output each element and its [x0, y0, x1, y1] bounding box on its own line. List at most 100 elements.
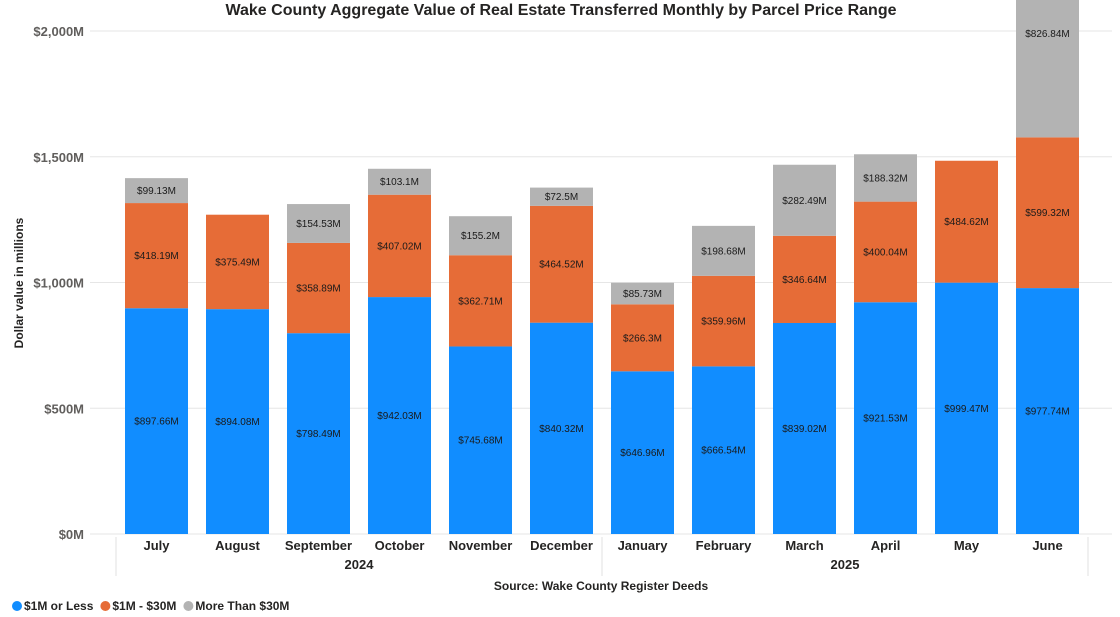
bar-series-1m-30m[interactable] [1016, 137, 1079, 289]
data-label: $646.96M [620, 448, 664, 459]
legend-swatch-series-1m-or-less [12, 601, 22, 611]
year-groups: 2024 2025 [115, 537, 1089, 576]
data-label: $464.52M [539, 260, 583, 271]
x-tick-label: July [143, 538, 170, 553]
data-label: $999.47M [944, 404, 988, 415]
bar-series-1m-30m[interactable] [449, 255, 512, 347]
x-tick-label: June [1032, 538, 1062, 553]
y-tick-label: $0M [59, 527, 84, 542]
data-label: $977.74M [1025, 407, 1069, 418]
data-label: $99.13M [137, 186, 176, 197]
data-label: $798.49M [296, 429, 340, 440]
data-label: $418.19M [134, 251, 178, 262]
bar-series-more-than-30m[interactable] [773, 164, 836, 236]
bar-series-1m-30m[interactable] [854, 201, 917, 303]
data-label: $362.71M [458, 296, 502, 307]
data-label: $266.3M [623, 333, 662, 344]
data-label: $897.66M [134, 417, 178, 428]
data-label: $894.08M [215, 417, 259, 428]
bar-series-more-than-30m[interactable] [692, 225, 755, 276]
bar-series-more-than-30m[interactable] [530, 187, 593, 206]
legend-label-series-1m-30m[interactable]: $1M - $30M [112, 599, 176, 613]
chart-title: Wake County Aggregate Value of Real Esta… [225, 2, 896, 19]
data-label: $666.54M [701, 446, 745, 457]
bar-series-1m-30m[interactable] [611, 304, 674, 372]
bars: $897.66M $418.19M $99.13M $894.08M $375.49M $… [125, 0, 1079, 534]
year-label: 2025 [831, 557, 860, 572]
legend-label-series-1m-or-less[interactable]: $1M or Less [24, 599, 94, 613]
y-tick-label: $2,000M [33, 24, 84, 39]
bar-series-1m-or-less[interactable] [287, 333, 350, 534]
legend-label-series-more-than-30m[interactable]: More Than $30M [195, 599, 289, 613]
bar-series-1m-30m[interactable] [125, 203, 188, 309]
bar-series-1m-or-less[interactable] [935, 282, 998, 534]
data-label: $72.5M [545, 192, 578, 203]
bar-series-more-than-30m[interactable] [287, 204, 350, 243]
bar-series-1m-30m[interactable] [773, 235, 836, 323]
data-label: $155.2M [461, 231, 500, 242]
legend-swatch-series-1m-30m [100, 601, 111, 611]
data-label: $198.68M [701, 246, 745, 257]
bar-series-more-than-30m[interactable] [854, 154, 917, 202]
x-tick-label: January [618, 538, 669, 553]
bar-series-1m-30m[interactable] [692, 275, 755, 367]
bar-series-1m-or-less[interactable] [449, 346, 512, 534]
bar-series-more-than-30m[interactable] [125, 178, 188, 204]
x-tick-label: May [954, 538, 980, 553]
legend[interactable]: $1M or Less $1M - $30M More Than $30M [12, 599, 289, 613]
legend-swatch-series-more-than-30m [183, 601, 194, 611]
data-label: $400.04M [863, 247, 907, 258]
data-label: $942.03M [377, 411, 421, 422]
bar-series-1m-or-less[interactable] [368, 297, 431, 534]
data-label: $103.1M [380, 177, 419, 188]
data-label: $154.53M [296, 219, 340, 230]
bar-series-1m-or-less[interactable] [773, 322, 836, 534]
data-label: $745.68M [458, 436, 502, 447]
x-tick-label: November [449, 538, 513, 553]
bar-series-1m-or-less[interactable] [1016, 288, 1079, 534]
data-label: $407.02M [377, 241, 421, 252]
bar-series-1m-or-less[interactable] [854, 302, 917, 534]
year-label: 2024 [345, 557, 375, 572]
bar-series-more-than-30m[interactable] [1016, 0, 1079, 138]
data-label: $484.62M [944, 217, 988, 228]
bar-series-1m-or-less[interactable] [530, 322, 593, 534]
data-label: $826.84M [1025, 29, 1069, 40]
y-axis-label: Dollar value in millions [12, 217, 26, 348]
y-axis-ticks: $0M $500M $1,000M $1,500M $2,000M [33, 24, 84, 542]
bar-series-1m-30m[interactable] [368, 194, 431, 298]
x-axis-label: Source: Wake County Register Deeds [494, 579, 709, 593]
bar-series-1m-30m[interactable] [287, 242, 350, 334]
data-label: $839.02M [782, 424, 826, 435]
data-label: $359.96M [701, 317, 745, 328]
data-label: $346.64M [782, 275, 826, 286]
bar-series-1m-or-less[interactable] [692, 366, 755, 534]
bar-series-1m-30m[interactable] [935, 160, 998, 283]
y-tick-label: $500M [44, 401, 84, 416]
bar-series-1m-or-less[interactable] [611, 371, 674, 534]
data-label: $921.53M [863, 414, 907, 425]
x-tick-label: March [785, 538, 823, 553]
data-label: $85.73M [623, 289, 662, 300]
bar-series-more-than-30m[interactable] [611, 282, 674, 305]
bar-series-more-than-30m[interactable] [368, 168, 431, 195]
x-tick-label: October [375, 538, 425, 553]
data-label: $599.32M [1025, 208, 1069, 219]
data-label: $188.32M [863, 173, 907, 184]
bar-series-1m-30m[interactable] [530, 205, 593, 323]
data-label: $375.49M [215, 257, 259, 268]
x-tick-label: December [530, 538, 593, 553]
x-tick-label: April [871, 538, 901, 553]
y-tick-label: $1,000M [33, 276, 84, 291]
bar-series-1m-or-less[interactable] [125, 308, 188, 534]
bar-series-more-than-30m[interactable] [449, 216, 512, 256]
bar-series-1m-30m[interactable] [206, 214, 269, 310]
bar-series-1m-or-less[interactable] [206, 309, 269, 534]
data-label: $840.32M [539, 424, 583, 435]
x-tick-label: September [285, 538, 352, 553]
x-axis-ticks: July August September October November Decemb… [143, 538, 1062, 553]
data-label: $358.89M [296, 284, 340, 295]
x-tick-label: August [215, 538, 260, 553]
x-tick-label: February [696, 538, 752, 553]
